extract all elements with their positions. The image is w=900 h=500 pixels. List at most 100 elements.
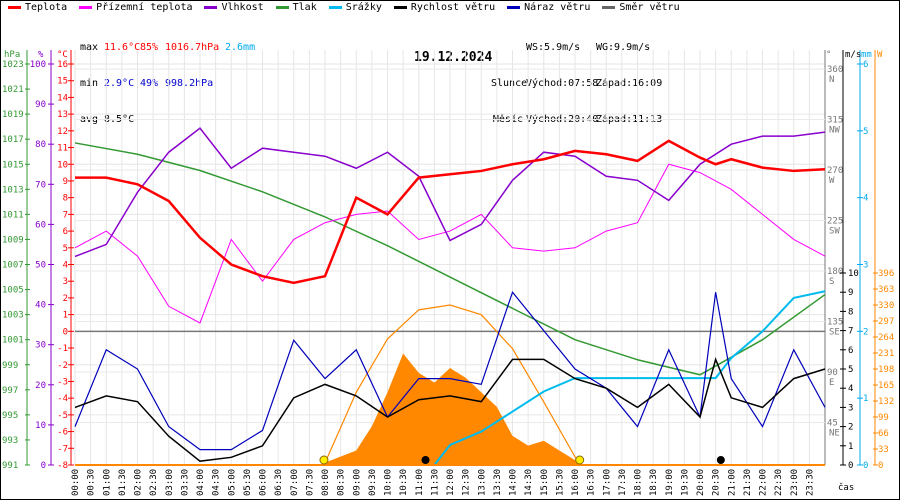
stat-min-press: 998.2hPa [165, 78, 214, 89]
temp-tick-label: 10 [57, 160, 68, 170]
x-tick-label: 03:00 [165, 469, 175, 496]
stat-max-label: max [80, 42, 99, 53]
gust-line [74, 290, 826, 451]
legend-label: Přízemní teplota [96, 2, 193, 13]
temp-tick-label: -6 [57, 428, 68, 438]
dir-tick-label: 90 [827, 368, 838, 378]
hum-tick-label: 30 [35, 341, 46, 351]
legend-label: Srážky [345, 2, 382, 13]
sunset-time: Západ:16:09 [596, 78, 663, 89]
solar-tick-label: 33 [878, 445, 889, 455]
x-tick-label: 21:00 [727, 469, 737, 496]
hum-tick-label: 100 [30, 60, 46, 70]
x-tick-label: 12:30 [462, 469, 472, 496]
hum-tick-label: 40 [35, 301, 46, 311]
rain-tick-label: 2 [863, 327, 868, 337]
temp-tick-label: -2 [57, 361, 68, 371]
x-tick-label: 18:30 [649, 469, 659, 496]
press-tick-label: 1011 [2, 210, 24, 220]
dir-tick-label: 135 [827, 318, 843, 328]
press-tick-label: 997 [2, 386, 18, 396]
solar-tick-label: 396 [878, 269, 894, 279]
x-tick-label: 09:00 [352, 469, 362, 496]
dir-axis-unit: ° [826, 50, 831, 60]
x-tick-label: 17:00 [602, 469, 612, 496]
legend-item: Přízemní teplota [79, 2, 192, 13]
dir-tick-label: 315 [827, 116, 843, 126]
temp-line [75, 139, 826, 285]
rain-tick-label: 3 [863, 261, 868, 271]
legend-swatch [602, 6, 616, 9]
x-tick-label: 13:30 [493, 469, 503, 496]
stat-min-hum: 49% [140, 78, 159, 89]
stat-max-press: 1016.7hPa [165, 42, 220, 53]
temp-tick-label: 3 [63, 277, 68, 287]
press-tick-label: 1001 [2, 336, 24, 346]
legend-label: Rychlost větru [410, 2, 496, 13]
press-tick-label: 999 [2, 361, 18, 371]
press-tick-label: 1019 [2, 110, 24, 120]
press-tick-label: 991 [2, 461, 18, 471]
x-tick-label: 04:30 [212, 469, 222, 496]
press-tick-label: 993 [2, 436, 18, 446]
dir-name-label: SE [829, 328, 840, 338]
wind-tick-label: 7 [848, 327, 853, 337]
press-tick-label: 1023 [2, 60, 24, 70]
dir-name-label: NW [829, 126, 840, 136]
sunrise-marker [319, 455, 329, 465]
hum-tick-label: 50 [35, 261, 46, 271]
rain-tick-label: 6 [863, 60, 868, 70]
x-tick-label: 14:00 [509, 469, 519, 496]
wind-speed-stat: WS:5.9m/s [526, 42, 581, 53]
x-tick-label: 11:30 [430, 469, 440, 496]
x-tick-label: 22:30 [774, 469, 784, 496]
stats-hum: 85% 49% [140, 18, 158, 102]
dir-tick-label: 180 [827, 267, 843, 277]
temp-tick-label: 5 [63, 244, 68, 254]
hum-tick-label: 60 [35, 220, 46, 230]
hum-axis-unit: % [38, 50, 44, 60]
hum-tick-label: 80 [35, 140, 46, 150]
hum-tick-label: 10 [35, 421, 46, 431]
x-tick-label: 17:30 [618, 469, 628, 496]
solar-tick-label: 198 [878, 365, 894, 375]
wind-tick-label: 1 [848, 442, 853, 452]
temp-tick-label: 12 [57, 127, 68, 137]
solar-area [325, 353, 582, 465]
moonset-marker [421, 456, 430, 464]
stats-press: 1016.7hPa 998.2hPa [165, 18, 219, 102]
x-tick-label: 22:00 [759, 469, 769, 496]
x-tick-label: 06:30 [274, 469, 284, 496]
temp-tick-label: 1 [63, 311, 68, 321]
dir-name-label: N [829, 75, 834, 85]
x-tick-label: 09:30 [368, 469, 378, 496]
x-tick-label: 18:00 [634, 469, 644, 496]
press-line [74, 142, 826, 376]
dir-name-label: W [829, 176, 835, 186]
dir-name-label: S [829, 277, 834, 287]
x-tick-label: 00:30 [87, 469, 97, 496]
temp-tick-label: 4 [63, 261, 68, 271]
temp-tick-label: 16 [57, 60, 68, 70]
legend-item: Vlhkost [204, 2, 264, 13]
wind-tick-label: 4 [848, 384, 853, 394]
wind-tick-label: 9 [848, 288, 853, 298]
dir-tick-label: 225 [827, 217, 843, 227]
legend-swatch [507, 6, 521, 9]
solar-tick-label: 132 [878, 397, 894, 407]
hum-tick-label: 70 [35, 180, 46, 190]
solar-tick-label: 231 [878, 349, 894, 359]
temp-tick-label: -7 [57, 444, 68, 454]
x-tick-label: 19:00 [665, 469, 675, 496]
legend-swatch [204, 6, 218, 9]
dir-name-label: NE [829, 429, 840, 439]
temp-tick-label: 13 [57, 110, 68, 120]
temp-tick-label: 6 [63, 227, 68, 237]
temp-tick-label: 9 [63, 177, 68, 187]
press-tick-label: 1005 [2, 286, 24, 296]
temp-tick-label: -8 [57, 461, 68, 471]
solar-tick-label: 99 [878, 413, 889, 423]
x-tick-label: 20:30 [712, 469, 722, 496]
legend: Teplota Přízemní teplota Vlhkost Tlak Srážky… [8, 2, 680, 13]
x-tick-label: 11:00 [415, 469, 425, 496]
